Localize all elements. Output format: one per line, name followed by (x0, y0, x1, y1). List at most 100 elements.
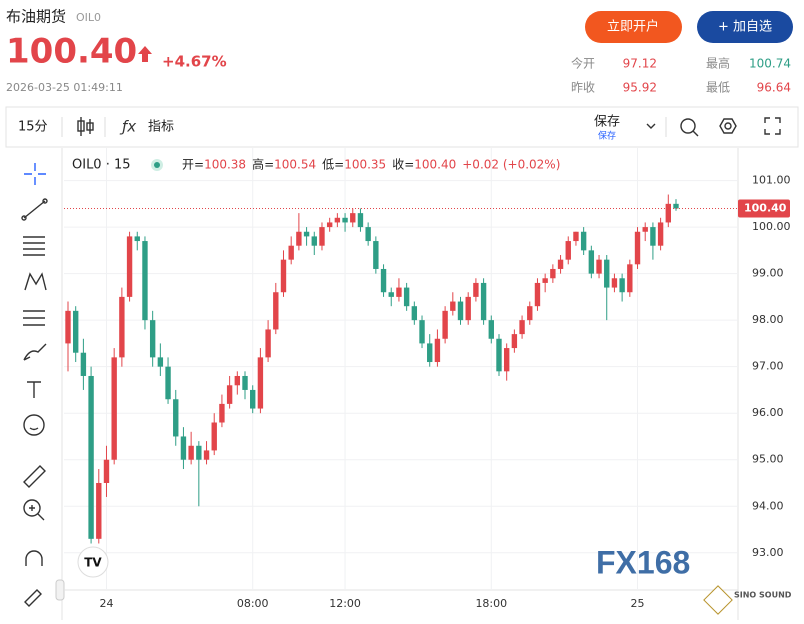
y-tick-label: 99.00 (752, 267, 784, 280)
settings-icon[interactable] (719, 118, 737, 134)
candle-body (142, 241, 148, 321)
candle-body (650, 227, 656, 246)
stat-label: 昨收 (571, 81, 595, 95)
y-tick-label: 93.00 (752, 546, 784, 559)
candle-body (319, 227, 325, 246)
y-tick-label: 100.00 (752, 220, 791, 233)
add-watch-label[interactable]: + 加自选 (718, 20, 772, 35)
candle-body (588, 250, 595, 274)
candle-body (234, 375, 241, 386)
open-account-label[interactable]: 立即开户 (607, 19, 659, 35)
candle-body (73, 310, 79, 353)
candle-body (434, 338, 441, 363)
candle-body (288, 245, 294, 260)
watermark-logo: FX168 (596, 544, 690, 580)
candle-body (342, 217, 348, 223)
stat-value: 95.92 (623, 81, 657, 95)
candle-body (326, 222, 333, 228)
candle-body (427, 343, 433, 363)
fullscreen-icon[interactable] (764, 117, 781, 135)
candle-body (388, 292, 394, 297)
candle-body (403, 287, 410, 307)
candle-body (273, 292, 279, 330)
candle-body (442, 310, 448, 339)
y-tick-label: 98.00 (752, 313, 784, 326)
legend-value: 100.38 (204, 158, 246, 172)
stat-value: 100.74 (749, 57, 791, 71)
candle-body (611, 278, 618, 288)
candle-body (496, 338, 502, 372)
candle-body (604, 259, 610, 288)
up-arrow (138, 46, 152, 62)
open-account-button[interactable] (585, 11, 682, 43)
candle-body (411, 306, 418, 321)
y-tick-label: 94.00 (752, 499, 784, 512)
indicators[interactable]: 指标 (148, 120, 174, 135)
collapse-handle[interactable] (55, 579, 65, 601)
candle-body (119, 296, 125, 358)
x-tick-label: 24 (99, 597, 113, 610)
candle-body (134, 236, 140, 242)
candle-body (665, 203, 671, 223)
legend-value: 100.35 (344, 158, 386, 172)
svg-text:TV: TV (84, 556, 102, 570)
stat-label: 最低 (706, 81, 730, 95)
x-tick-label: 18:00 (475, 597, 507, 610)
y-tick-label: 101.00 (752, 174, 791, 187)
code: OIL0 (76, 11, 101, 24)
candle-body (88, 375, 94, 539)
candle-body (365, 227, 371, 242)
candle-body (126, 236, 133, 297)
candle-body (303, 231, 310, 237)
candle-body (457, 301, 464, 321)
candle-body (565, 241, 571, 260)
candle-body (642, 227, 648, 232)
candle-body (149, 320, 156, 358)
candle-body (557, 259, 564, 269)
save-sub: 保存 (598, 130, 616, 142)
candle-body (111, 357, 117, 460)
alert-icon[interactable] (680, 118, 699, 137)
candle-body (519, 320, 525, 335)
interval[interactable]: 15分 (18, 120, 48, 135)
tv-logo: TV (77, 546, 109, 578)
candle-body (311, 236, 317, 246)
settings-dot (724, 122, 732, 130)
candle-body (480, 282, 487, 321)
dropdown[interactable] (646, 123, 656, 129)
legend-label: 高= (252, 157, 274, 172)
status-dot (154, 162, 160, 168)
drawing-tools[interactable] (21, 163, 48, 607)
legend-value: 100.40 (414, 158, 456, 172)
add-watch-button[interactable] (697, 11, 793, 43)
candle-body (203, 450, 210, 460)
candle-body (80, 352, 87, 376)
price-tag (738, 199, 790, 218)
candle-body (542, 278, 548, 283)
candle-body (257, 357, 264, 409)
candle-body (226, 385, 233, 404)
change: +4.67% (162, 53, 227, 71)
legend-label: 低= (322, 158, 344, 172)
candle-body (180, 436, 187, 460)
candle-body (103, 459, 110, 483)
legend-change: +0.02 (+0.02%) (462, 158, 560, 172)
candle-body (242, 375, 248, 390)
save[interactable]: 保存 (594, 115, 620, 130)
candle-body (634, 231, 641, 265)
candle-body (350, 213, 356, 223)
legend-label: 开= (182, 158, 204, 172)
symbol: OIL0 · 15 (72, 158, 131, 173)
watermark-badge (703, 585, 733, 615)
candle-icon[interactable] (77, 117, 94, 136)
candle-body (527, 306, 533, 321)
candle-body (280, 259, 287, 293)
x-tick-label: 25 (631, 597, 645, 610)
legend-label: 收= (392, 158, 414, 172)
candle-body (157, 357, 164, 367)
candle-body (573, 231, 579, 242)
fx-icon[interactable]: ƒx (119, 118, 136, 136)
stat-label: 最高 (706, 56, 730, 71)
time: 2026-03-25 01:49:11 (6, 81, 123, 94)
